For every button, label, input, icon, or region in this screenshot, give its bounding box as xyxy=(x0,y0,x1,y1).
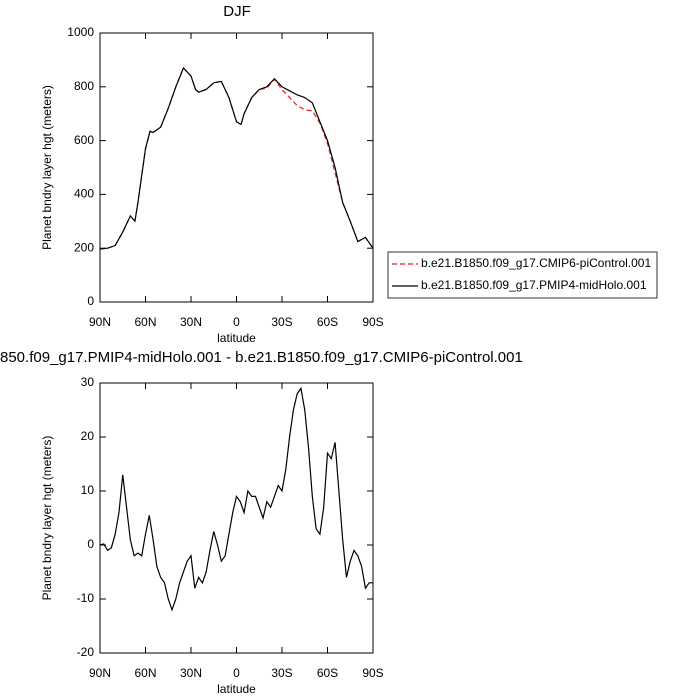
x-tick-label: 90S xyxy=(362,666,383,680)
x-tick-label: 60S xyxy=(317,666,338,680)
legend-box xyxy=(387,251,658,299)
y-tick-label: 0 xyxy=(87,537,94,551)
x-tick-label: 0 xyxy=(233,315,240,329)
x-tick-label: 60S xyxy=(317,315,338,329)
plot-frame xyxy=(99,32,374,303)
y-axis-label: Planet bndry layer hgt (meters) xyxy=(40,85,54,250)
y-tick-label: 0 xyxy=(87,294,94,308)
x-tick-label: 30N xyxy=(180,666,202,680)
data-line xyxy=(99,386,373,612)
y-tick-label: -20 xyxy=(77,645,95,659)
x-tick-label: 30S xyxy=(271,666,292,680)
y-tick-label: 600 xyxy=(74,133,94,147)
legend-label: b.e21.B1850.f09_g17.PMIP4-midHolo.001 xyxy=(421,278,647,292)
y-axis-label: Planet bndry layer hgt (meters) xyxy=(40,436,54,601)
data-line xyxy=(99,66,374,250)
x-tick-label: 30S xyxy=(271,315,292,329)
x-tick-label: 90S xyxy=(362,315,383,329)
y-tick-label: 10 xyxy=(81,483,95,497)
y-tick-label: 20 xyxy=(81,429,95,443)
y-tick-label: -10 xyxy=(77,591,95,605)
y-tick-label: 400 xyxy=(74,187,94,201)
chart-title: 850.f09_g17.PMIP4-midHolo.001 - b.e21.B1… xyxy=(0,349,523,366)
x-tick-label: 60N xyxy=(134,315,156,329)
y-tick-label: 200 xyxy=(74,240,94,254)
y-tick-label: 800 xyxy=(74,79,94,93)
y-tick-label: 30 xyxy=(81,375,95,389)
x-axis-label: latitude xyxy=(217,682,256,696)
x-tick-label: 90N xyxy=(89,666,111,680)
plot-frame xyxy=(99,382,374,654)
x-tick-label: 60N xyxy=(134,666,156,680)
x-tick-label: 90N xyxy=(89,315,111,329)
chart-title: DJF xyxy=(223,3,251,20)
y-tick-label: 1000 xyxy=(67,25,94,39)
x-axis-label: latitude xyxy=(217,331,256,345)
x-tick-label: 0 xyxy=(233,666,240,680)
legend-label: b.e21.B1850.f09_g17.CMIP6-piControl.001 xyxy=(421,256,651,270)
x-tick-label: 30N xyxy=(180,315,202,329)
